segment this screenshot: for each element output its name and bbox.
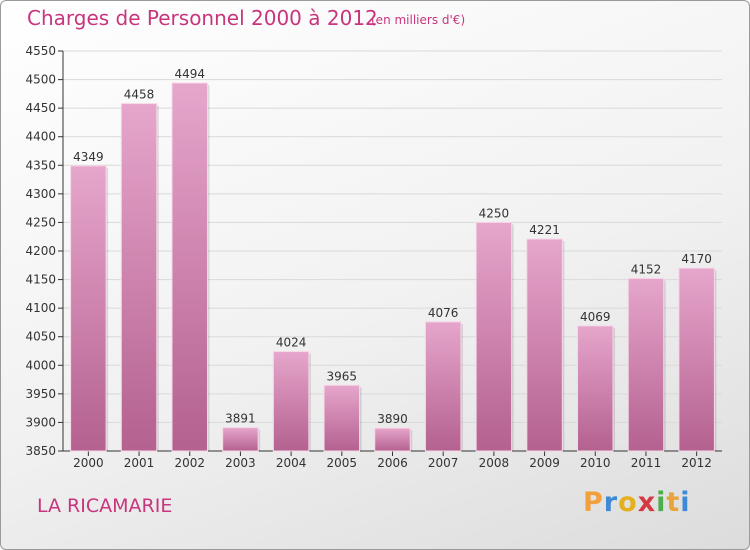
x-tick-label: 2007 <box>428 456 459 470</box>
y-tick-label: 3850 <box>25 444 56 458</box>
bar <box>424 321 462 452</box>
bar <box>222 427 259 452</box>
x-tick-label: 2010 <box>580 456 611 470</box>
logo-letter: r <box>603 487 619 518</box>
y-tick-label: 4000 <box>25 358 56 372</box>
y-tick-label: 4100 <box>25 301 56 315</box>
bar <box>323 384 361 452</box>
logo-letter: i <box>656 487 667 518</box>
data-label: 4250 <box>479 206 510 220</box>
x-tick-label: 2009 <box>529 456 560 470</box>
data-label: 4221 <box>529 223 560 237</box>
data-label: 3965 <box>327 369 358 383</box>
logo-letter: t <box>666 487 681 518</box>
y-tick-label: 4250 <box>25 215 56 229</box>
x-tick-label: 2002 <box>174 456 205 470</box>
bar <box>120 103 158 452</box>
x-tick-label: 2000 <box>73 456 104 470</box>
bar <box>374 427 411 452</box>
y-tick-label: 4550 <box>25 44 56 58</box>
x-tick-label: 2012 <box>681 456 712 470</box>
data-label: 4076 <box>428 306 459 320</box>
data-label: 4152 <box>631 262 662 276</box>
bar <box>526 238 563 452</box>
y-tick-label: 3900 <box>25 415 56 429</box>
chart-title: Charges de Personnel 2000 à 2012 <box>27 6 378 30</box>
bar <box>272 351 310 452</box>
bars <box>70 82 717 452</box>
x-tick-label: 2011 <box>631 456 662 470</box>
data-label: 4494 <box>174 67 205 81</box>
bar <box>475 221 513 452</box>
logo-letter: o <box>618 487 638 518</box>
data-label: 4170 <box>681 252 712 266</box>
chart-subtitle: (en milliers d'€) <box>371 13 466 27</box>
bar <box>678 267 715 452</box>
x-tick-label: 2006 <box>377 456 408 470</box>
y-tick-label: 4050 <box>25 330 56 344</box>
x-tick-label: 2008 <box>479 456 510 470</box>
y-tick-label: 4300 <box>25 187 56 201</box>
logo-letter: i <box>680 487 691 518</box>
data-label: 4349 <box>73 150 104 164</box>
y-tick-label: 4500 <box>25 73 56 87</box>
y-tick-label: 3950 <box>25 387 56 401</box>
y-tick-label: 4450 <box>25 101 56 115</box>
logo-letter: x <box>637 487 657 518</box>
y-tick-label: 4150 <box>25 273 56 287</box>
y-tick-label: 4200 <box>25 244 56 258</box>
labels: 4349 4458 4494 3891 4024 3965 3890 4076 4250 4221… <box>73 67 712 426</box>
proxiti-logo: Proxiti <box>583 487 691 518</box>
commune-name: LA RICAMARIE <box>37 495 173 517</box>
data-label: 4458 <box>124 88 155 102</box>
data-label: 4069 <box>580 310 611 324</box>
bar <box>70 165 107 452</box>
data-label: 3890 <box>377 412 408 426</box>
bar <box>171 82 208 452</box>
data-label: 4024 <box>276 336 307 350</box>
data-label: 3891 <box>225 412 256 426</box>
bar <box>627 277 665 452</box>
grid-lines <box>63 50 722 423</box>
y-tick-label: 4400 <box>25 130 56 144</box>
y-tick-label: 4350 <box>25 158 56 172</box>
x-tick-label: 2005 <box>327 456 358 470</box>
logo-letter: P <box>583 487 604 518</box>
x-tick-label: 2004 <box>276 456 307 470</box>
x-tick-label: 2001 <box>124 456 155 470</box>
x-tick-label: 2003 <box>225 456 256 470</box>
bar <box>577 325 614 452</box>
